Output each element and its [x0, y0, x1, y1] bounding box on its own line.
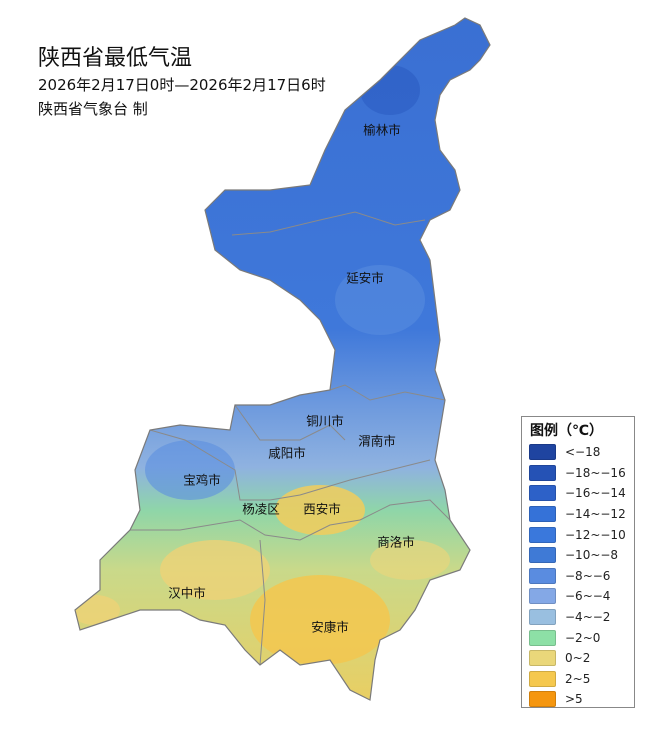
- city-label: 榆林市: [363, 122, 401, 138]
- legend-item: −2~0: [522, 627, 634, 648]
- city-label: 延安市: [346, 270, 384, 286]
- legend-label: 2~5: [565, 671, 591, 686]
- legend: 图例（℃） <−18 −18~−16 −16~−14 −14~−12 −12~−10 −1…: [521, 416, 635, 708]
- legend-item: −16~−14: [522, 483, 634, 504]
- city-label: 铜川市: [306, 413, 344, 429]
- city-label: 商洛市: [377, 534, 415, 550]
- legend-item: −12~−10: [522, 524, 634, 545]
- legend-label: −2~0: [565, 630, 601, 645]
- legend-item: −18~−16: [522, 463, 634, 484]
- legend-swatch: [529, 691, 556, 708]
- city-boundaries: [130, 211, 451, 666]
- legend-label: −4~−2: [565, 610, 611, 625]
- legend-item: −4~−2: [522, 607, 634, 628]
- map-producer: 陕西省气象台 制: [38, 100, 148, 118]
- legend-swatch: [529, 526, 556, 543]
- legend-swatch: [529, 670, 556, 687]
- city-label: 渭南市: [358, 433, 396, 449]
- legend-item: −10~−8: [522, 545, 634, 566]
- legend-item: <−18: [522, 442, 634, 463]
- legend-swatch: [529, 547, 556, 564]
- legend-label: −12~−10: [565, 527, 626, 542]
- map-period: 2026年2月17日0时—2026年2月17日6时: [38, 76, 326, 94]
- city-label: 安康市: [311, 619, 349, 635]
- city-label: 西安市: [303, 501, 341, 517]
- city-label: 杨凌区: [242, 501, 280, 517]
- legend-swatch: [529, 609, 556, 626]
- legend-item: 0~2: [522, 648, 634, 669]
- legend-item: 2~5: [522, 669, 634, 690]
- legend-label: 0~2: [565, 651, 591, 666]
- legend-swatch: [529, 629, 556, 646]
- map-title: 陕西省最低气温: [38, 46, 193, 71]
- legend-title: 图例（℃）: [530, 423, 603, 439]
- legend-label: −18~−16: [565, 465, 626, 480]
- legend-label: −8~−6: [565, 568, 611, 583]
- legend-item: −6~−4: [522, 586, 634, 607]
- legend-item: >5: [522, 689, 634, 710]
- city-label: 咸阳市: [268, 445, 306, 461]
- city-label: 汉中市: [168, 585, 206, 601]
- legend-label: −6~−4: [565, 589, 611, 604]
- legend-item: −8~−6: [522, 566, 634, 587]
- legend-swatch: [529, 464, 556, 481]
- city-label: 宝鸡市: [183, 472, 221, 488]
- legend-swatch: [529, 650, 556, 667]
- legend-label: −10~−8: [565, 548, 619, 563]
- legend-label: −14~−12: [565, 507, 626, 522]
- legend-swatch: [529, 485, 556, 502]
- legend-swatch: [529, 567, 556, 584]
- legend-label: <−18: [565, 445, 601, 460]
- legend-item: −14~−12: [522, 504, 634, 525]
- legend-swatch: [529, 588, 556, 605]
- legend-swatch: [529, 506, 556, 523]
- legend-label: >5: [565, 692, 583, 707]
- legend-label: −16~−14: [565, 486, 626, 501]
- legend-swatch: [529, 444, 556, 461]
